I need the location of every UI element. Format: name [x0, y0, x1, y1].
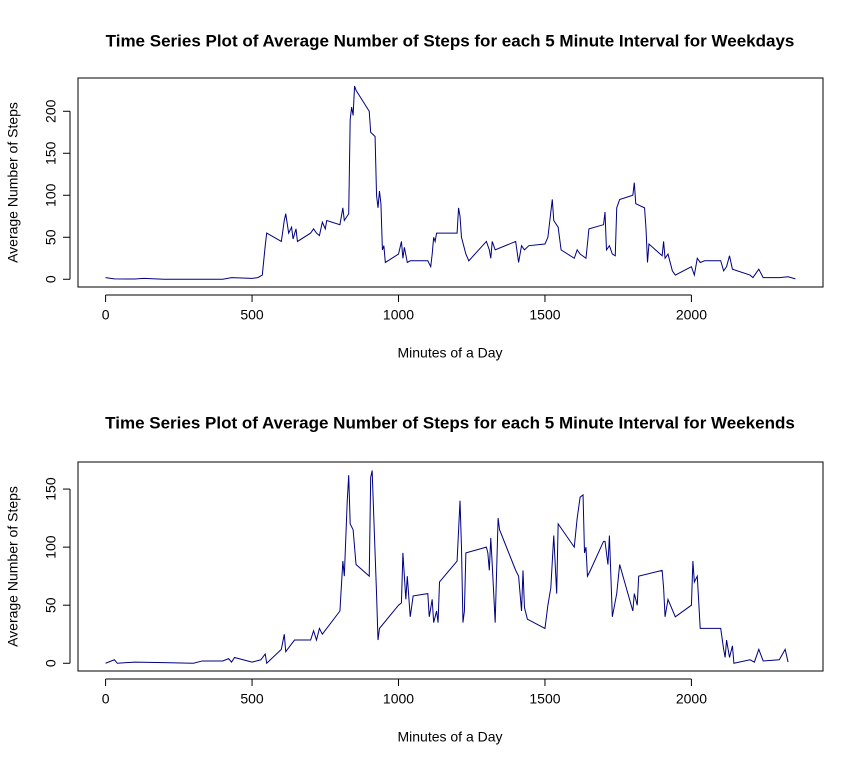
y-tick-label: 150: [43, 477, 59, 501]
y-tick-label: 200: [43, 99, 59, 123]
chart-title: Time Series Plot of Average Number of St…: [106, 31, 795, 50]
x-tick-label: 1000: [383, 307, 414, 323]
x-tick-label: 0: [102, 691, 110, 707]
y-tick-label: 150: [43, 141, 59, 165]
y-tick-label: 100: [43, 183, 59, 207]
plot-frame: [77, 77, 824, 288]
y-axis-label: Average Number of Steps: [5, 102, 21, 263]
y-axis-label: Average Number of Steps: [5, 486, 21, 647]
x-tick-label: 500: [240, 691, 264, 707]
y-tick-label: 100: [43, 535, 59, 559]
x-tick-label: 2000: [676, 307, 707, 323]
x-axis-label: Minutes of a Day: [397, 729, 502, 745]
x-axis-label: Minutes of a Day: [397, 345, 502, 361]
x-tick-label: 0: [102, 307, 110, 323]
chart-title: Time Series Plot of Average Number of St…: [105, 413, 795, 432]
y-tick-label: 50: [43, 597, 59, 613]
data-line: [105, 85, 796, 280]
plot-frame: [77, 461, 824, 672]
y-tick-label: 0: [43, 659, 59, 667]
y-tick-label: 0: [43, 275, 59, 283]
x-tick-label: 1500: [529, 307, 560, 323]
x-tick-label: 500: [240, 307, 264, 323]
x-tick-label: 1000: [383, 691, 414, 707]
x-tick-label: 1500: [529, 691, 560, 707]
y-tick-label: 50: [43, 229, 59, 245]
data-line: [105, 470, 789, 665]
x-tick-label: 2000: [676, 691, 707, 707]
